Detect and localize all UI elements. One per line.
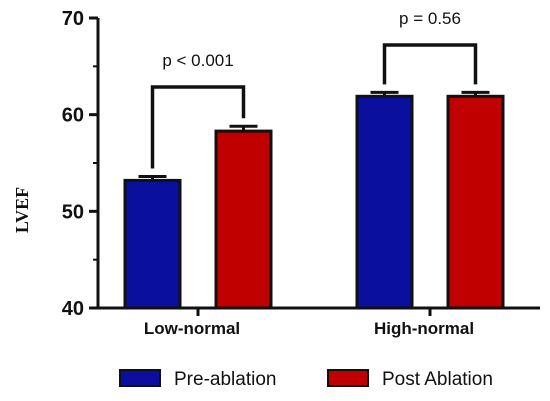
bar [355,94,414,310]
significance-bracket [382,43,478,85]
y-axis-label: LVEF [12,187,32,233]
legend-swatch [119,369,161,387]
y-tick-label: 70 [62,8,84,30]
bar [123,178,182,310]
category-label: Low-normal [144,319,240,338]
legend-label: Post Ablation [382,369,493,390]
y-ticks: 40 50 60 70 [62,8,432,320]
category-label: High-normal [374,319,474,338]
category-labels: Low-normal High-normal [144,319,474,338]
bar [446,94,505,310]
y-tick-label: 50 [62,201,84,223]
legend-swatch [327,369,369,387]
significance-bracket [150,85,246,169]
legend: Pre-ablation Post Ablation [119,369,493,390]
p-value-label: p = 0.56 [399,9,461,28]
bars [123,94,505,310]
y-tick-label: 40 [62,298,84,320]
bar [214,129,273,310]
error-bars [138,90,490,181]
p-value-label: p < 0.001 [162,51,233,70]
significance-annotations: p < 0.001 p = 0.56 [150,9,478,169]
legend-label: Pre-ablation [174,369,276,390]
y-tick-label: 60 [62,105,84,127]
